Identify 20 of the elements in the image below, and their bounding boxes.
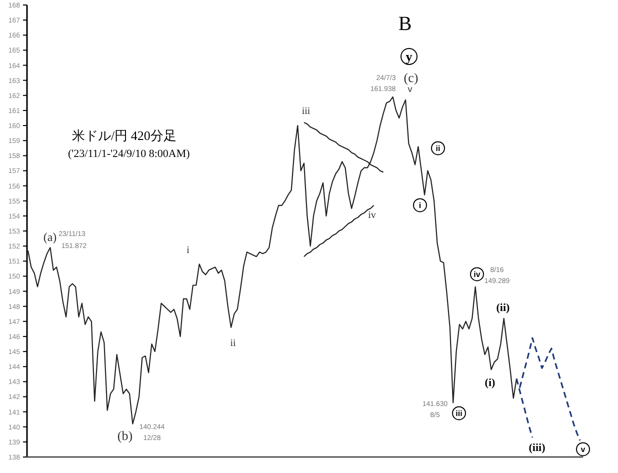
annotation: iii bbox=[302, 106, 310, 117]
annotation: y bbox=[406, 49, 413, 64]
annotation: iv bbox=[474, 270, 481, 279]
annotation: v bbox=[580, 445, 586, 454]
annotation: v bbox=[408, 84, 413, 94]
text: 米ドル/円 420分足 bbox=[72, 128, 176, 143]
annotation: iii bbox=[456, 409, 462, 418]
annotation: (c) bbox=[404, 70, 418, 85]
annotation: ii bbox=[230, 338, 236, 349]
text: ('23/11/1-'24/9/10 8:00AM) bbox=[68, 148, 190, 160]
annotation: B bbox=[398, 13, 412, 35]
annotation: i bbox=[418, 201, 422, 210]
annotation: i bbox=[186, 245, 190, 256]
annotation: iv bbox=[368, 210, 376, 221]
annotation: (iii) bbox=[528, 442, 546, 454]
annotation: ii bbox=[436, 144, 440, 153]
annotation: (a) bbox=[43, 230, 57, 244]
annotation: (i) bbox=[484, 377, 496, 389]
annotation: (b) bbox=[117, 428, 133, 443]
annotation: (ii) bbox=[496, 302, 510, 314]
